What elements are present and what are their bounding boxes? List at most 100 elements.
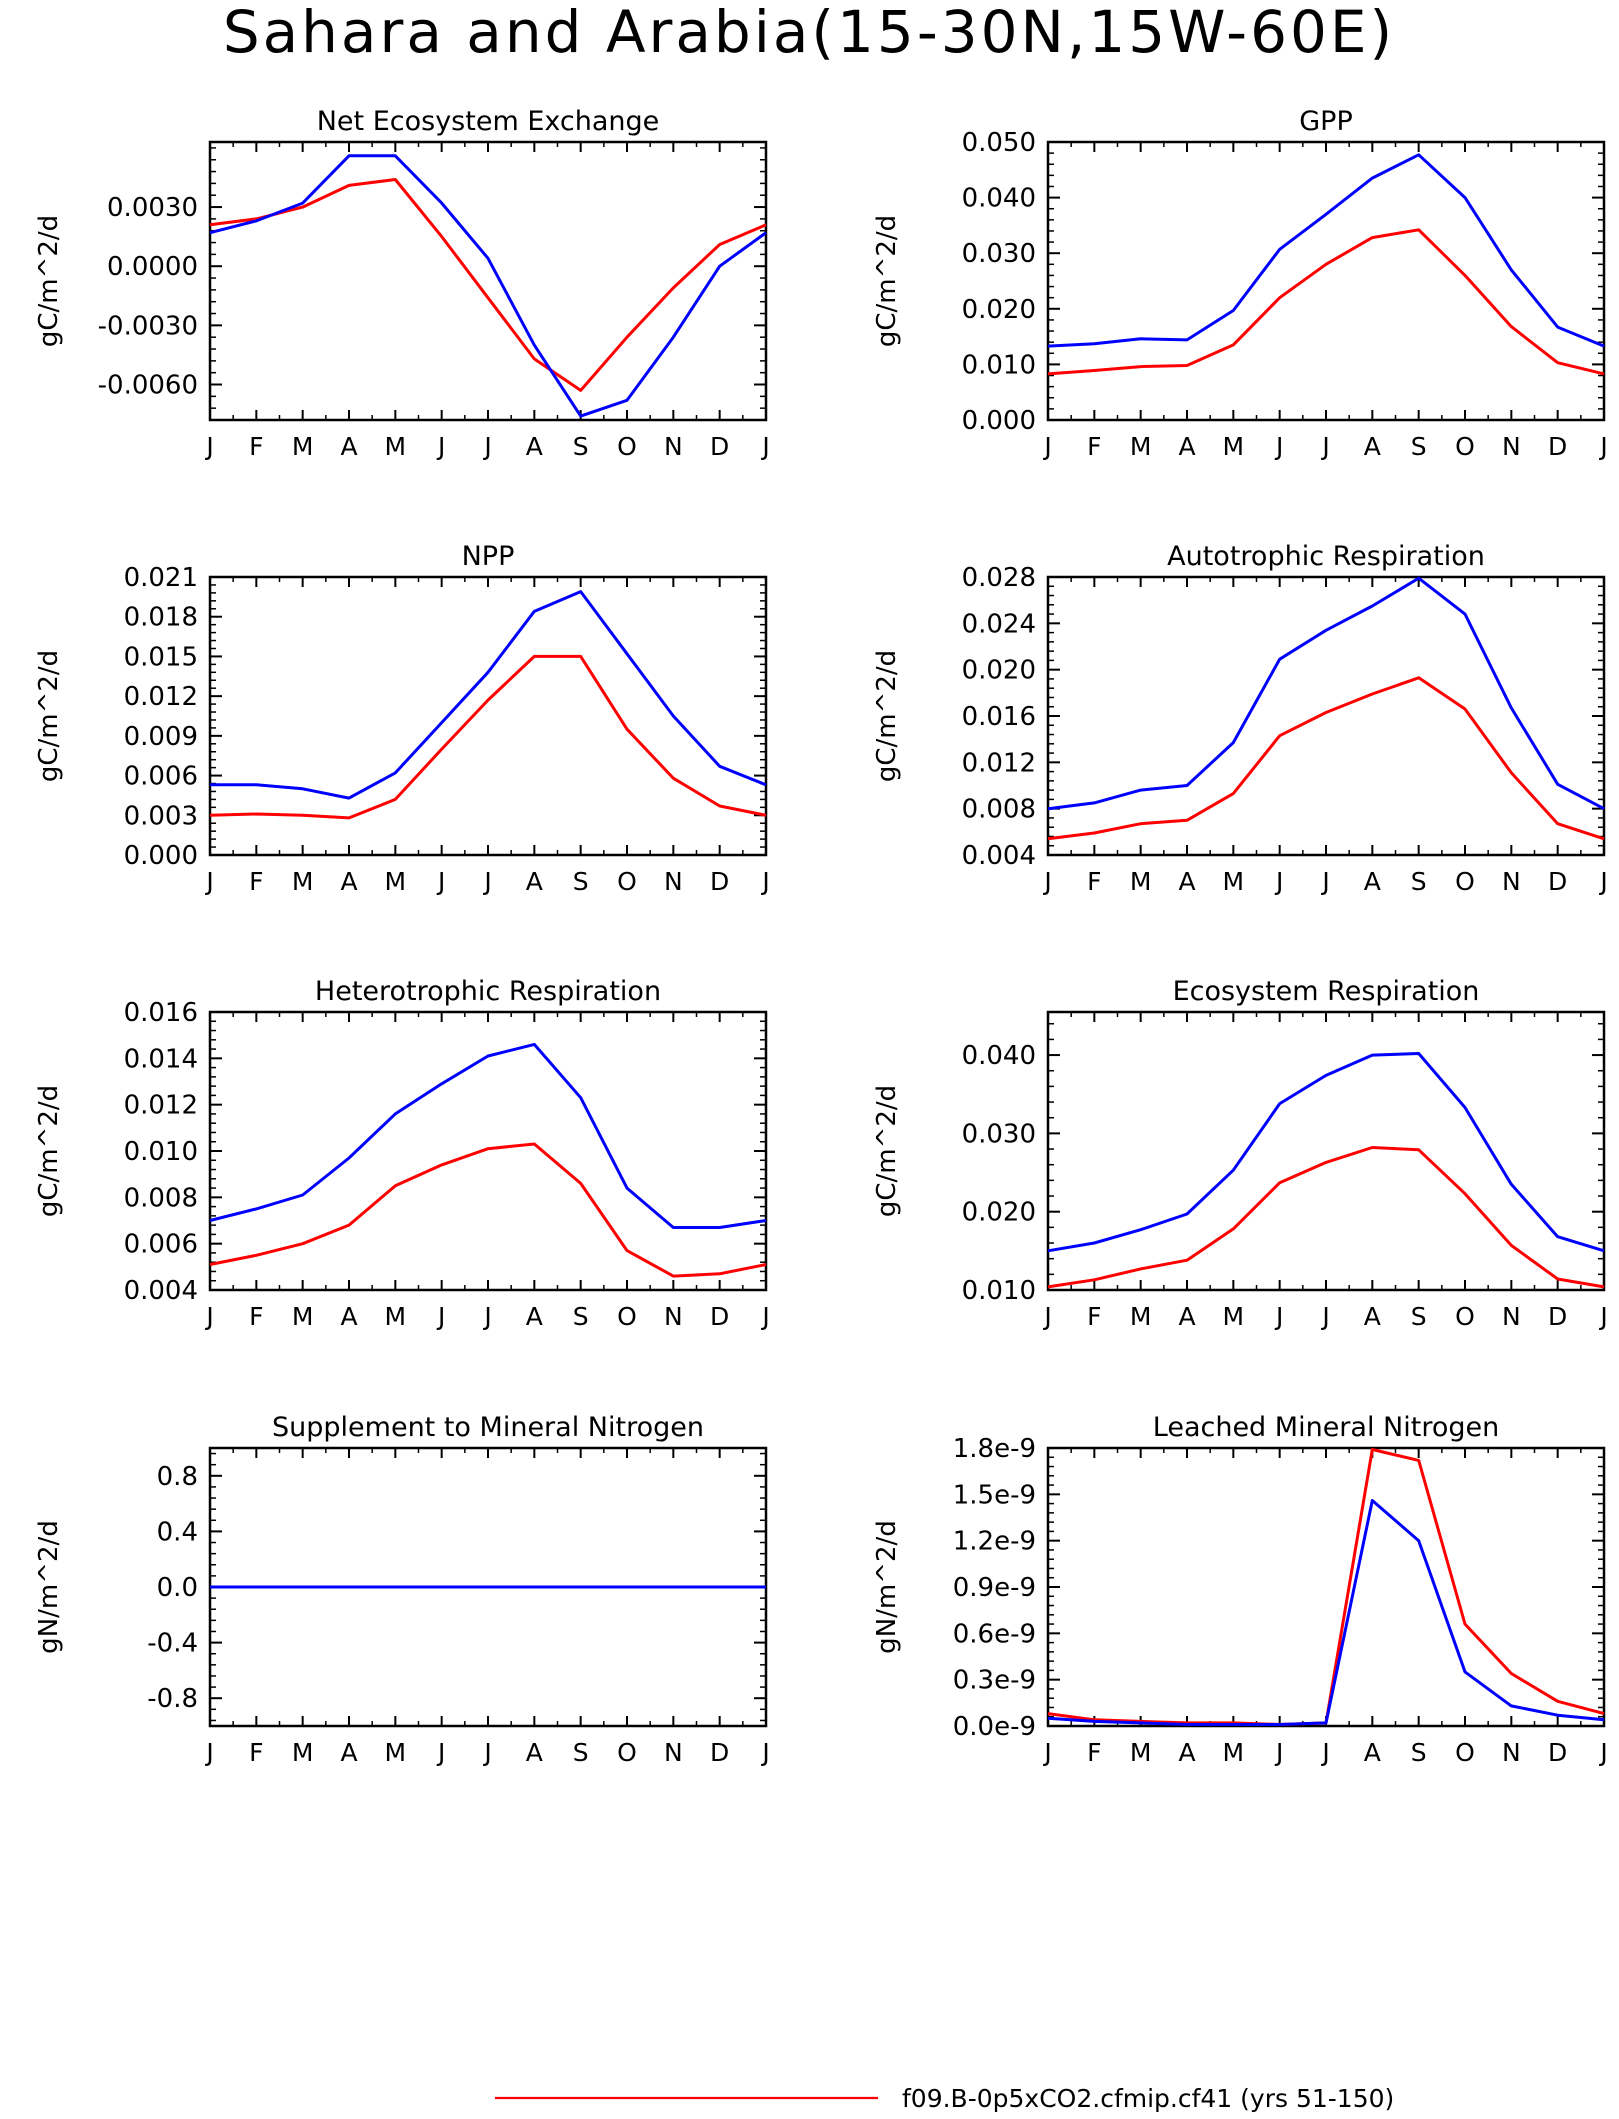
y-tick-label: 0.028 xyxy=(962,563,1036,593)
y-tick-label: 0.003 xyxy=(124,801,198,831)
y-tick-label: 0.020 xyxy=(962,656,1036,686)
panel-title: Heterotrophic Respiration xyxy=(315,976,661,1007)
y-tick-label: 0.006 xyxy=(124,762,198,792)
y-tick-label: 0.012 xyxy=(962,748,1036,778)
y-tick-label: -0.8 xyxy=(147,1684,198,1714)
series-line-blue xyxy=(1047,576,1605,811)
x-tick-label: S xyxy=(1411,867,1427,896)
x-tick-label: D xyxy=(710,1302,729,1331)
x-tick-label: M xyxy=(1223,1738,1245,1767)
y-axis-label: gN/m^2/d xyxy=(872,1520,902,1654)
x-tick-label: F xyxy=(249,1302,263,1331)
x-tick-label: A xyxy=(526,1738,543,1767)
x-tick-label: S xyxy=(573,1302,589,1331)
x-tick-label: N xyxy=(664,1302,683,1331)
x-tick-label: M xyxy=(385,867,407,896)
plot-frame xyxy=(1046,1446,1606,1728)
y-axis-label: gC/m^2/d xyxy=(34,650,64,782)
x-tick-label: J xyxy=(1274,1738,1283,1767)
x-tick-label: S xyxy=(1411,1738,1427,1767)
y-tick-label: 0.006 xyxy=(124,1230,198,1260)
y-axis-label: gC/m^2/d xyxy=(34,1085,64,1217)
y-tick-label: 0.020 xyxy=(962,295,1036,325)
y-axis-label: gN/m^2/d xyxy=(34,1520,64,1654)
x-tick-label: D xyxy=(710,432,729,461)
series-line-red xyxy=(1047,1146,1605,1289)
x-tick-label: D xyxy=(710,1738,729,1767)
y-tick-label: 0.024 xyxy=(962,609,1036,639)
x-tick-label: M xyxy=(1130,1302,1152,1331)
x-tick-label: J xyxy=(204,1738,213,1767)
panel-autotrophic-respiration: J F M A M J J A S O N D J0.0040.0080.0120.0160.0200.… xyxy=(872,541,1608,896)
x-tick-label: D xyxy=(1548,1738,1567,1767)
x-tick-label: A xyxy=(1364,1302,1381,1331)
x-tick-label: N xyxy=(664,867,683,896)
x-tick-label: D xyxy=(1548,867,1567,896)
y-tick-label: 0.009 xyxy=(124,722,198,752)
y-tick-label: 0.015 xyxy=(124,642,198,672)
plot-frame xyxy=(1046,1010,1606,1292)
x-tick-label: A xyxy=(1364,432,1381,461)
y-tick-label: 0.004 xyxy=(962,841,1036,871)
x-tick-label: N xyxy=(1502,432,1521,461)
x-tick-label: S xyxy=(1411,432,1427,461)
panel-npp: J F M A M J J A S O N D J0.0000.0030.0060.0090.0120.… xyxy=(34,541,770,896)
x-tick-label: A xyxy=(1178,1738,1195,1767)
panel-net-ecosystem-exchange: J F M A M J J A S O N D J-0.0060-0.00300.00000.0030N… xyxy=(34,106,770,461)
x-tick-label: A xyxy=(340,867,357,896)
x-tick-label: J xyxy=(760,1302,769,1331)
y-tick-label: 0.4 xyxy=(157,1517,198,1547)
x-tick-label: M xyxy=(385,1302,407,1331)
x-tick-label: J xyxy=(1042,1738,1051,1767)
x-tick-label: J xyxy=(1042,432,1051,461)
x-tick-label: M xyxy=(385,432,407,461)
panel-heterotrophic-respiration: J F M A M J J A S O N D J0.0040.0060.0080.0100.0120.… xyxy=(34,976,770,1331)
x-tick-label: J xyxy=(1274,432,1283,461)
series-line-red xyxy=(209,654,767,820)
x-tick-label: S xyxy=(573,432,589,461)
series-line-blue xyxy=(1047,1052,1605,1253)
x-tick-label: N xyxy=(1502,867,1521,896)
x-tick-label: F xyxy=(1087,1302,1101,1331)
x-tick-label: A xyxy=(340,1302,357,1331)
x-tick-label: J xyxy=(1320,432,1329,461)
y-tick-label: 0.012 xyxy=(124,682,198,712)
y-tick-label: 0.040 xyxy=(962,1041,1036,1071)
y-tick-label: 0.014 xyxy=(124,1044,198,1074)
x-tick-label: M xyxy=(1223,432,1245,461)
y-axis-label: gC/m^2/d xyxy=(872,650,902,782)
plot-frame xyxy=(208,1010,768,1292)
x-tick-label: M xyxy=(1223,1302,1245,1331)
y-tick-label: 0.016 xyxy=(962,702,1036,732)
y-tick-label: 0.0000 xyxy=(107,252,198,282)
x-tick-label: M xyxy=(1130,867,1152,896)
x-tick-label: A xyxy=(526,432,543,461)
x-tick-label: S xyxy=(573,1738,589,1767)
legend: f09.B-0p5xCO2.cfmip.cf41 (yrs 51-150) xyxy=(495,2084,1394,2113)
panel-title: Supplement to Mineral Nitrogen xyxy=(272,1412,704,1443)
x-tick-label: A xyxy=(526,867,543,896)
x-tick-label: J xyxy=(1042,1302,1051,1331)
panels: J F M A M J J A S O N D J-0.0060-0.00300.00000.0030N… xyxy=(34,106,1608,1767)
series-line-red xyxy=(1047,676,1605,841)
y-axis-label: gC/m^2/d xyxy=(34,215,64,347)
y-tick-label: 0.3e-9 xyxy=(953,1666,1036,1696)
y-axis-label: gC/m^2/d xyxy=(872,215,902,347)
x-tick-label: S xyxy=(573,867,589,896)
x-tick-label: A xyxy=(526,1302,543,1331)
x-tick-label: J xyxy=(436,432,445,461)
panel-gpp: J F M A M J J A S O N D J0.0000.0100.0200.0300.0400.… xyxy=(872,106,1608,461)
x-tick-label: N xyxy=(1502,1302,1521,1331)
y-tick-label: 0.016 xyxy=(124,998,198,1028)
y-tick-label: 0.000 xyxy=(962,406,1036,436)
x-tick-label: N xyxy=(1502,1738,1521,1767)
y-tick-label: 0.000 xyxy=(124,841,198,871)
x-tick-label: J xyxy=(1320,1302,1329,1331)
panel-title: NPP xyxy=(462,541,515,572)
x-tick-label: J xyxy=(436,1302,445,1331)
x-tick-label: F xyxy=(249,1738,263,1767)
x-tick-label: M xyxy=(292,432,314,461)
x-tick-label: J xyxy=(1274,867,1283,896)
x-tick-label: M xyxy=(385,1738,407,1767)
y-tick-label: 0.040 xyxy=(962,184,1036,214)
